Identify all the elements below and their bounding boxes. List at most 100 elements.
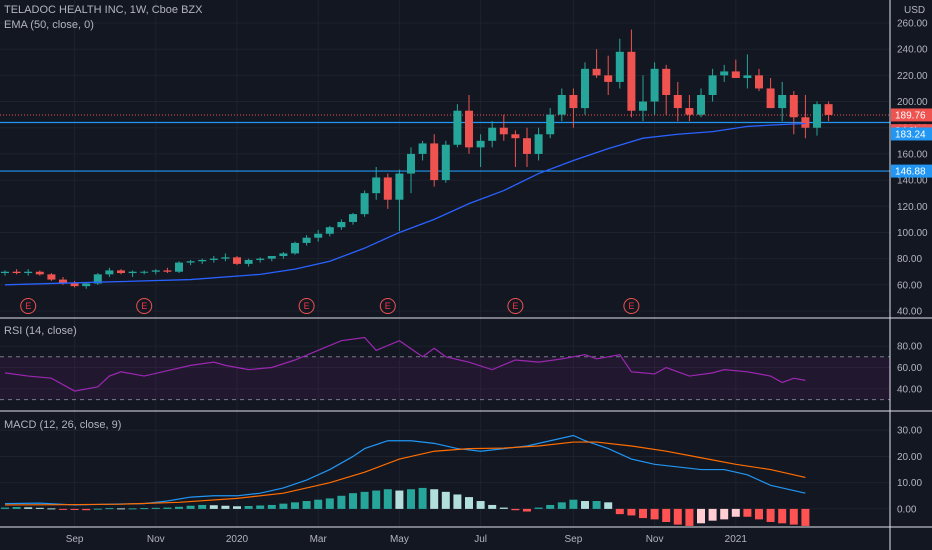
candle[interactable] (673, 81, 682, 122)
macd-pane[interactable] (1, 434, 810, 526)
candle[interactable] (244, 258, 253, 267)
candle[interactable] (708, 68, 717, 102)
candle[interactable] (662, 64, 671, 115)
candle[interactable] (209, 256, 218, 263)
candle[interactable] (650, 62, 659, 115)
earnings-marker[interactable]: E (298, 298, 315, 314)
ema-line[interactable] (4, 122, 806, 286)
macd-histogram-bar (766, 508, 775, 522)
macd-line[interactable] (4, 434, 806, 506)
candle[interactable] (731, 59, 740, 78)
signal-line[interactable] (4, 441, 806, 506)
candle[interactable] (743, 54, 752, 89)
earnings-marker[interactable]: E (623, 298, 640, 314)
candle[interactable] (720, 64, 729, 82)
candle[interactable] (615, 38, 624, 89)
rsi-legend[interactable]: RSI (14, close) (4, 325, 77, 337)
earnings-marker[interactable]: E (379, 298, 396, 314)
candle[interactable] (1, 270, 9, 276)
candle[interactable] (291, 241, 299, 255)
candle[interactable] (569, 88, 578, 128)
candle[interactable] (465, 95, 473, 154)
candle[interactable] (534, 127, 543, 161)
y-tick-label: 60.00 (897, 280, 922, 291)
candle[interactable] (430, 134, 439, 187)
candle[interactable] (755, 68, 763, 92)
candle[interactable] (395, 169, 404, 232)
candle[interactable] (82, 282, 91, 289)
candle[interactable] (511, 130, 520, 167)
candle[interactable] (302, 235, 311, 246)
macd-histogram-bar (755, 508, 763, 520)
candle[interactable] (581, 62, 589, 115)
candle[interactable] (546, 108, 555, 139)
rsi-line[interactable] (4, 336, 806, 392)
candle[interactable] (418, 140, 427, 161)
earnings-marker[interactable]: E (507, 298, 524, 314)
candle[interactable] (778, 81, 787, 122)
rsi-pane[interactable] (0, 336, 890, 401)
candle[interactable] (117, 269, 125, 275)
candle[interactable] (151, 269, 160, 275)
candle[interactable] (604, 55, 613, 95)
candle[interactable] (221, 253, 230, 262)
macd-legend[interactable]: MACD (12, 26, close, 9) (4, 419, 121, 431)
candle[interactable] (175, 261, 183, 274)
earnings-marker[interactable]: E (20, 298, 37, 314)
candle[interactable] (685, 95, 694, 122)
candle[interactable] (383, 173, 392, 209)
candle[interactable] (337, 219, 346, 230)
time-axis[interactable]: Sep Nov 2020 Mar May Jul Sep Nov 2021 (66, 534, 748, 545)
candle[interactable] (824, 101, 833, 122)
candle[interactable] (789, 91, 798, 135)
macd-histogram-bar (534, 507, 543, 509)
candle[interactable] (140, 270, 149, 275)
candle[interactable] (813, 101, 821, 136)
candle[interactable] (407, 147, 415, 194)
candle[interactable] (70, 280, 79, 288)
candle[interactable] (766, 77, 775, 109)
candle[interactable] (93, 273, 102, 285)
candle[interactable] (35, 270, 44, 276)
macd-histogram-bar (383, 489, 392, 509)
macd-histogram-bar (175, 506, 183, 509)
candle[interactable] (697, 88, 705, 118)
candle[interactable] (314, 229, 323, 242)
candle[interactable] (523, 127, 531, 167)
price-axis[interactable]: 40.00 60.00 80.00 100.00 120.00 140.00 160.00 1… (891, 19, 932, 516)
candle[interactable] (372, 167, 381, 200)
candle[interactable] (233, 256, 241, 266)
candle[interactable] (198, 258, 207, 264)
candle[interactable] (639, 75, 647, 122)
candle[interactable] (488, 121, 497, 148)
candle[interactable] (24, 269, 33, 276)
candle[interactable] (105, 267, 114, 277)
candle[interactable] (12, 269, 21, 275)
ema-legend[interactable]: EMA (50, close, 0) (4, 19, 94, 31)
candle[interactable] (325, 225, 334, 237)
candle[interactable] (279, 252, 288, 259)
candle[interactable] (453, 104, 462, 148)
macd-histogram-bar (302, 501, 311, 509)
candle[interactable] (349, 212, 357, 225)
candle[interactable] (557, 88, 566, 122)
candle[interactable] (441, 140, 450, 183)
candle[interactable] (267, 256, 276, 262)
candle[interactable] (627, 29, 636, 118)
candle[interactable] (499, 114, 508, 141)
candle[interactable] (476, 134, 485, 167)
earnings-marker[interactable]: E (136, 298, 153, 314)
candle[interactable] (163, 267, 172, 274)
candle[interactable] (47, 273, 56, 281)
candle[interactable] (128, 270, 137, 277)
candle[interactable] (256, 257, 265, 263)
candle[interactable] (801, 95, 810, 139)
macd-histogram-bar (117, 508, 125, 510)
candle[interactable] (186, 259, 195, 266)
symbol-title[interactable]: TELADOC HEALTH INC, 1W, Cboe BZX (4, 4, 203, 16)
candle[interactable] (592, 49, 601, 78)
svg-text:183.24: 183.24 (895, 129, 926, 140)
candle[interactable] (360, 190, 369, 217)
